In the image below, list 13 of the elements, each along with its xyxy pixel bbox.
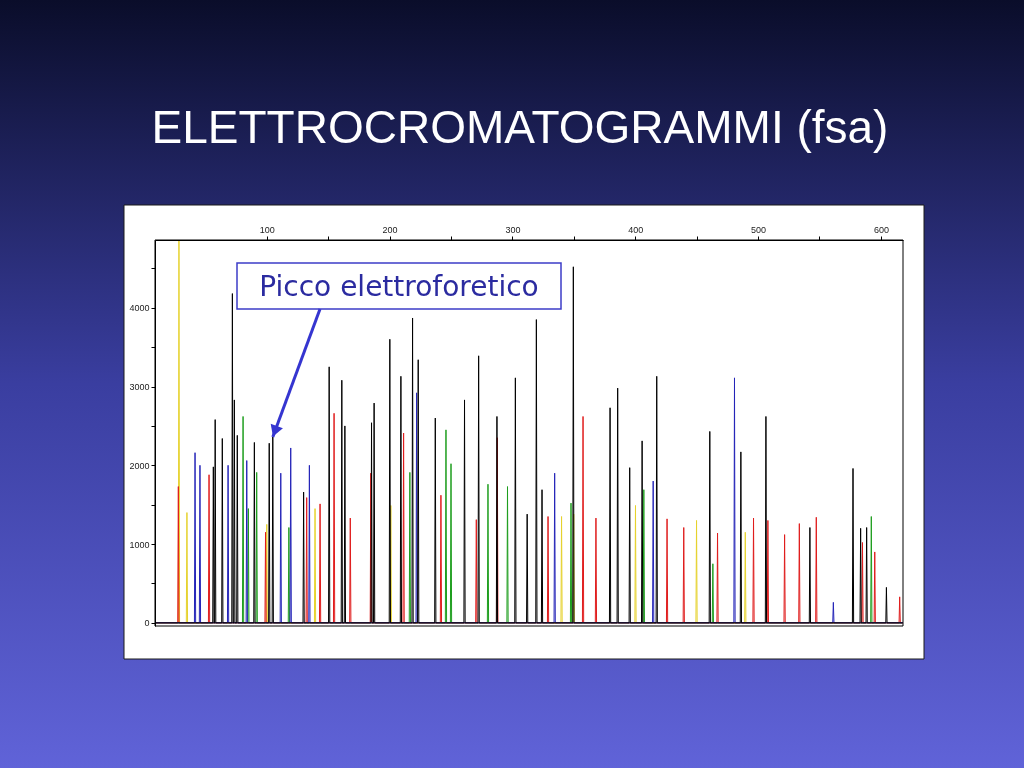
x-tick-label: 400 bbox=[628, 224, 644, 235]
x-tick-label: 600 bbox=[873, 224, 889, 235]
annotation: Picco elettroforetico bbox=[259, 270, 539, 303]
y-tick-label: 2000 bbox=[129, 460, 150, 471]
x-tick-label: 500 bbox=[751, 224, 767, 235]
y-tick-label: 1000 bbox=[129, 539, 150, 550]
x-tick-label: 100 bbox=[259, 224, 275, 235]
x-tick-label: 200 bbox=[382, 224, 398, 235]
y-tick-label: 3000 bbox=[129, 382, 150, 393]
chart-title: ELETTROCROMATOGRAMMI (fsa) bbox=[151, 101, 889, 153]
y-tick-label: 0 bbox=[144, 618, 150, 629]
x-tick-label: 300 bbox=[505, 224, 521, 235]
y-tick-label: 4000 bbox=[129, 303, 150, 314]
